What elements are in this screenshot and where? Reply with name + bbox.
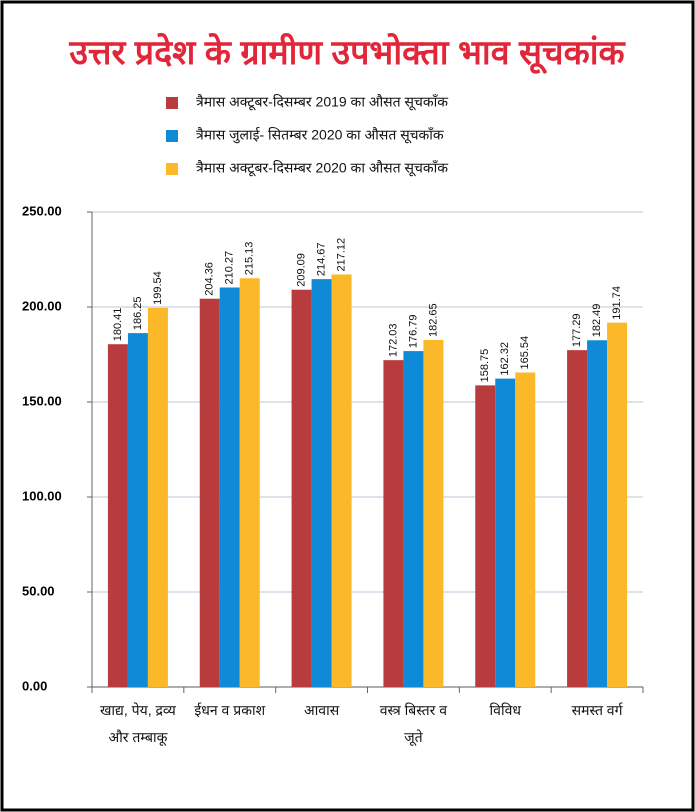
data-label: 215.13	[244, 242, 256, 276]
x-tick-label: वस्त्र बिस्तर व जूते	[379, 702, 448, 745]
bar	[291, 289, 312, 687]
data-label: 199.54	[152, 271, 164, 305]
data-label: 177.29	[571, 313, 583, 347]
bar	[107, 344, 128, 687]
bar	[127, 333, 148, 687]
bar	[403, 351, 424, 687]
legend-label: त्रैमास अक्टूबर-दिसम्बर 2020 का औसत सूचक…	[196, 160, 448, 177]
y-tick-label: 250.00	[22, 203, 62, 218]
data-label: 182.65	[427, 303, 439, 337]
data-label: 180.41	[112, 308, 124, 342]
y-tick-label: 200.00	[22, 298, 62, 313]
data-label: 186.25	[132, 296, 144, 330]
bar	[147, 307, 168, 687]
bar	[495, 378, 516, 687]
x-tick-label: आवास	[303, 702, 340, 718]
data-label: 217.12	[335, 238, 347, 272]
data-label: 191.74	[611, 286, 623, 320]
data-label: 162.32	[499, 342, 511, 376]
bar	[607, 322, 628, 687]
data-label: 176.79	[407, 314, 419, 348]
data-label: 158.75	[479, 349, 491, 383]
x-tick-label: ईधन व प्रकाश	[194, 702, 266, 718]
x-tick-label: खाद्य, पेय, द्रव्य और तम्बाकू	[99, 702, 176, 745]
data-label: 214.67	[315, 242, 327, 276]
y-tick-label: 100.00	[22, 488, 62, 503]
bar	[331, 274, 352, 687]
bar	[239, 278, 260, 687]
bar	[219, 287, 240, 687]
legend-swatch	[166, 163, 178, 175]
y-tick-label: 0.00	[22, 678, 47, 693]
y-tick-label: 150.00	[22, 393, 62, 408]
data-label: 204.36	[204, 262, 216, 296]
bar	[423, 339, 444, 687]
y-tick-label: 50.00	[22, 583, 55, 598]
bar	[567, 350, 588, 687]
bar	[311, 279, 332, 687]
chart-title: उत्तर प्रदेश के ग्रामीण उपभोक्ता भाव सूच…	[68, 32, 626, 75]
x-tick-label: समस्त वर्ग	[571, 702, 623, 718]
legend-swatch	[166, 97, 178, 109]
bar	[383, 360, 404, 687]
bar	[475, 385, 496, 687]
bar	[587, 340, 608, 687]
bar	[199, 298, 220, 687]
bar	[515, 372, 536, 687]
data-label: 210.27	[224, 251, 236, 285]
x-tick-label: विविध	[489, 702, 521, 718]
data-label: 165.54	[519, 336, 531, 370]
data-label: 172.03	[387, 323, 399, 357]
legend-label: त्रैमास जुलाई- सितम्बर 2020 का औसत सूचका…	[196, 127, 444, 144]
data-label: 209.09	[295, 253, 307, 287]
data-label: 182.49	[591, 304, 603, 338]
legend-swatch	[166, 130, 178, 142]
legend-label: त्रैमास अक्टूबर-दिसम्बर 2019 का औसत सूचक…	[196, 94, 448, 111]
